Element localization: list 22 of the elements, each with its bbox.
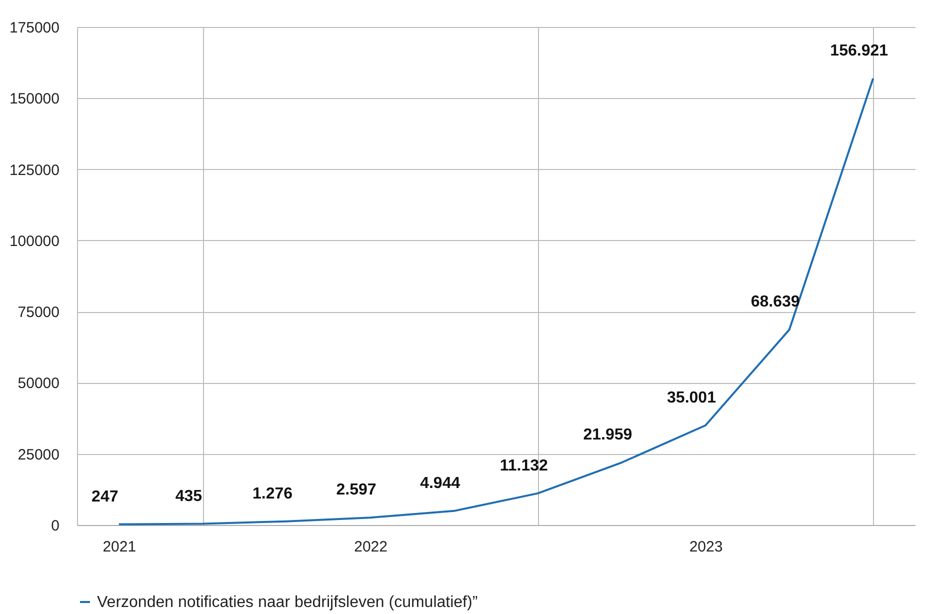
x-tick-label: 2021 <box>102 538 136 556</box>
line-series <box>118 77 874 526</box>
y-tick-label: 175000 <box>9 20 60 36</box>
legend-label: Verzonden notificaties naar bedrijfsleven (cumulatief)” <box>97 594 478 611</box>
data-label: 4.944 <box>420 474 460 492</box>
y-tick-label: 25000 <box>18 446 60 464</box>
y-tick-label: 75000 <box>18 304 60 322</box>
y-tick-label: 100000 <box>9 232 60 250</box>
data-label: 11.132 <box>500 457 548 474</box>
y-tick-label: 150000 <box>9 90 60 108</box>
data-label: 21.959 <box>583 426 632 444</box>
data-label: 247 <box>92 488 118 506</box>
data-label: 435 <box>175 488 202 505</box>
data-label: 156.921 <box>830 42 888 60</box>
y-tick-label: 50000 <box>18 375 60 392</box>
data-label: 35.001 <box>667 389 716 406</box>
x-tick-label: 2022 <box>354 538 388 556</box>
y-tick-label: 125000 <box>9 162 60 179</box>
y-tick-label: 0 <box>51 518 60 534</box>
data-label: 1.276 <box>252 485 293 502</box>
x-tick-label: 2023 <box>689 538 723 556</box>
data-label: 2.597 <box>336 482 376 499</box>
